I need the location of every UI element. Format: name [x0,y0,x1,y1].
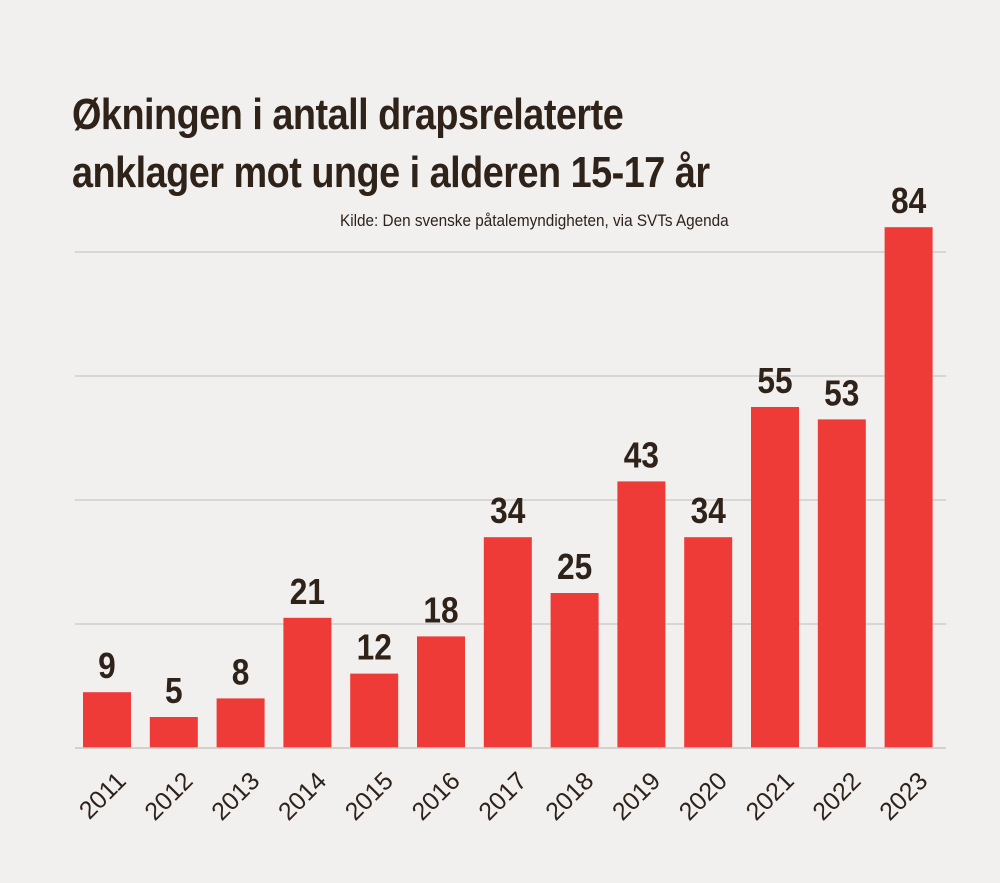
category-label-2012: 2012 [139,767,198,826]
category-label-2022: 2022 [807,767,866,826]
bar-2023 [884,227,933,748]
bar-2020 [684,537,733,748]
bar-2022 [817,419,866,748]
bar-2016 [417,636,465,748]
value-label-2019: 43 [624,436,659,476]
chart-source: Kilde: Den svenske påtalemyndigheten, vi… [340,211,729,230]
bar-2015 [350,673,399,748]
value-label-2016: 18 [423,591,458,631]
value-label-2014: 21 [290,572,325,612]
category-label-2015: 2015 [340,767,399,826]
value-label-2011: 9 [98,646,116,686]
bar-2012 [149,717,198,748]
category-label-2021: 2021 [741,767,800,826]
category-labels: 2011 2012 2013 2014 2015 2016 2017 2018 2019 2020… [74,767,933,826]
bar-2021 [751,407,799,748]
value-label-2018: 25 [557,547,592,587]
value-label-2012: 5 [165,671,183,711]
bar-2019 [617,481,666,748]
category-label-2018: 2018 [540,767,599,826]
category-label-2023: 2023 [874,767,933,826]
category-label-2019: 2019 [607,767,666,826]
value-label-2021: 55 [757,361,792,401]
bar-2013 [216,698,265,748]
bars [83,227,933,748]
bar-2011 [83,692,131,748]
value-label-2020: 34 [691,491,726,531]
gridlines [75,251,946,625]
category-label-2020: 2020 [674,767,733,826]
category-label-2016: 2016 [407,767,466,826]
bar-2017 [483,537,532,748]
value-labels: 9 5 8 21 12 18 34 25 43 34 55 53 84 [98,181,926,711]
category-label-2017: 2017 [473,767,532,826]
bar-2018 [550,593,599,748]
category-label-2013: 2013 [206,767,265,826]
value-label-2022: 53 [824,374,859,414]
value-label-2023: 84 [891,181,926,221]
chart-title: Økningen i antall drapsrelaterte anklage… [72,90,710,197]
value-label-2017: 34 [490,491,525,531]
bar-2014 [283,617,332,748]
category-label-2011: 2011 [74,767,132,825]
value-label-2015: 12 [357,628,392,668]
value-label-2013: 8 [232,653,250,693]
category-label-2014: 2014 [273,767,332,826]
